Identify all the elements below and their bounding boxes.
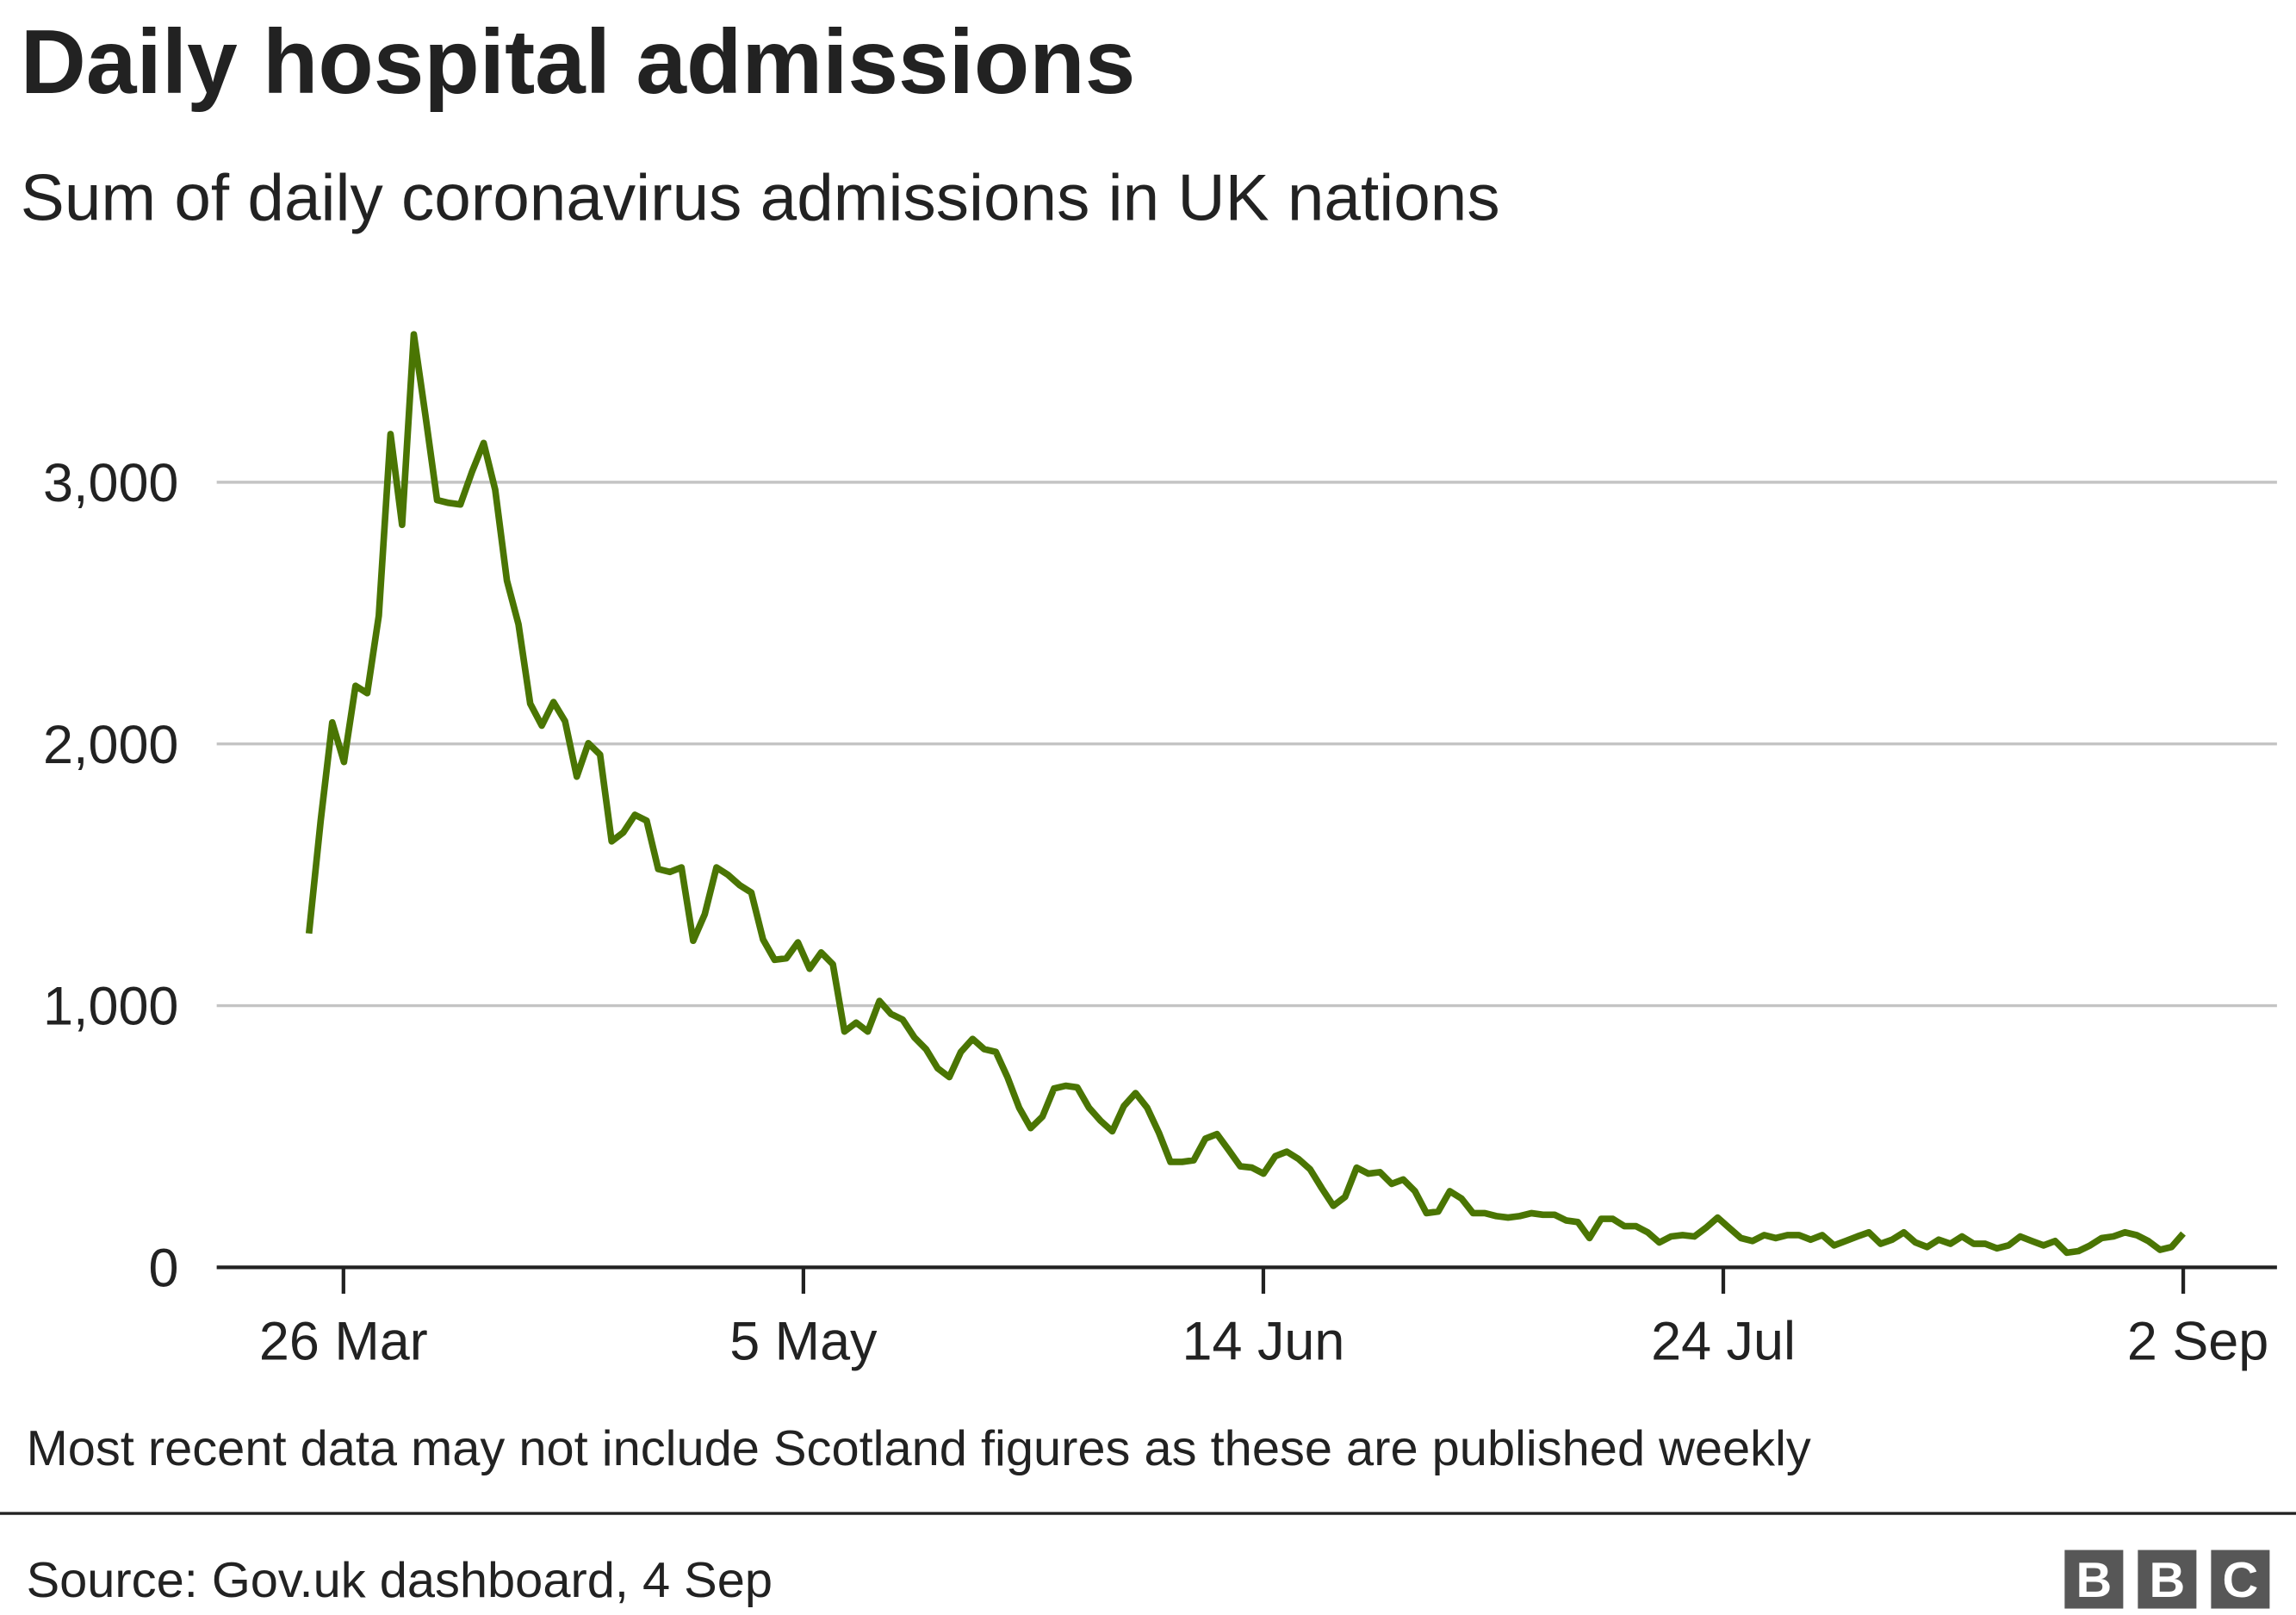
y-tick-label: 0 [148,1238,178,1298]
chart-subtitle: Sum of daily coronavirus admissions in U… [21,162,1500,235]
bbc-logo: B B C [2064,1550,2270,1609]
bbc-logo-block-2 [2138,1550,2197,1609]
x-tick-label: 26 Mar [259,1311,428,1371]
x-tick-label: 14 Jun [1182,1311,1345,1371]
source-text: Source: Gov.uk dashboard, 4 Sep [27,1553,773,1608]
y-tick-label: 1,000 [43,977,178,1037]
bbc-logo-block-1 [2064,1550,2124,1609]
y-tick-label: 3,000 [43,453,178,513]
bbc-logo-letter: B [2150,1553,2186,1608]
bbc-logo-block-3 [2211,1550,2270,1609]
x-tick-label: 5 May [729,1311,878,1371]
y-tick-label: 2,000 [43,715,178,775]
y-axis-labels: 0 1,000 2,000 3,000 [43,453,178,1299]
x-axis-ticks: 26 Mar 5 May 14 Jun 24 Jul 2 Sep [259,1267,2268,1371]
chart-title: Daily hospital admissions [21,12,1136,113]
x-tick-label: 24 Jul [1651,1311,1796,1371]
footnote: Most recent data may not include Scotlan… [27,1421,1811,1476]
bbc-logo-letter: C [2223,1553,2259,1608]
bbc-logo-letter: B [2076,1553,2112,1608]
x-tick-label: 2 Sep [2127,1311,2268,1371]
admissions-line [305,331,2186,1257]
gridlines [216,481,2277,1008]
